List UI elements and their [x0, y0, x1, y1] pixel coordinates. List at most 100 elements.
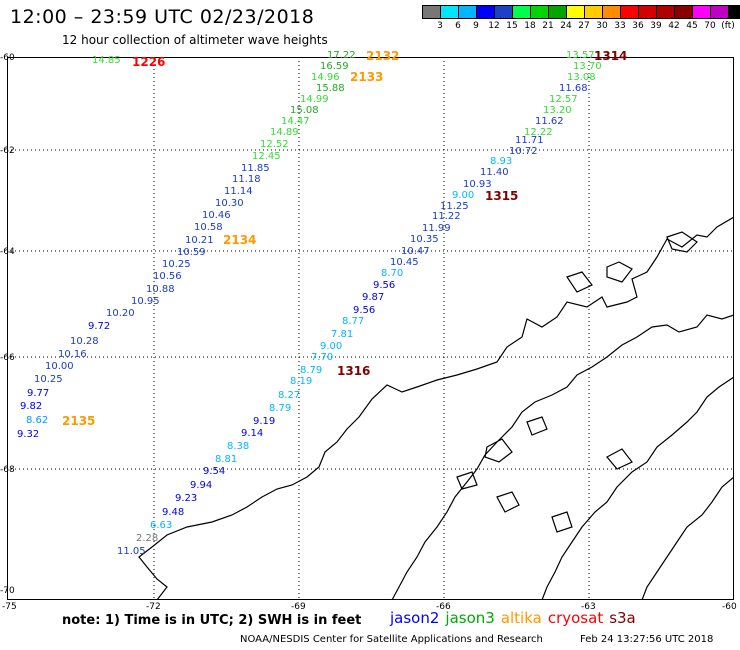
wave-height-value: 13.70 — [573, 61, 602, 72]
wave-height-value: 10.35 — [410, 234, 439, 245]
colorbar-cell — [710, 5, 729, 19]
wave-height-value: 8.81 — [215, 454, 238, 465]
colorbar-label: 15 — [506, 21, 518, 31]
legend-item-cryosat: cryosat — [547, 609, 604, 627]
legend-item-jason3: jason3 — [445, 609, 495, 627]
wave-height-value: 9.23 — [175, 493, 198, 504]
colorbar-label: 45 — [686, 21, 698, 31]
wave-height-value: 10.30 — [215, 198, 244, 209]
wave-height-value: 10.16 — [58, 349, 87, 360]
pass-time-label: 1226 — [132, 55, 166, 69]
colorbar-cell — [602, 5, 621, 19]
colorbar-label: 33 — [614, 21, 626, 31]
colorbar-label: 42 — [668, 21, 680, 31]
pass-time-label: 2134 — [223, 233, 257, 247]
wave-height-value: 10.45 — [390, 257, 419, 268]
wave-height-value: 10.72 — [509, 146, 538, 157]
latitude-label: -60 — [0, 53, 15, 63]
pass-time-label: 1314 — [594, 49, 628, 63]
wave-height-value: 11.18 — [232, 174, 261, 185]
wave-height-value: 10.46 — [202, 210, 231, 221]
wave-height-value: 9.54 — [203, 466, 226, 477]
wave-height-value: 15.08 — [290, 105, 319, 116]
colorbar-label: 39 — [650, 21, 662, 31]
wave-height-value: 10.28 — [70, 336, 99, 347]
pass-time-label: 2135 — [62, 414, 96, 428]
wave-height-value: 8.93 — [490, 156, 513, 167]
wave-height-value: 7.70 — [311, 352, 334, 363]
wave-height-value: 15.88 — [316, 83, 345, 94]
wave-height-value: 7.81 — [331, 329, 354, 340]
wave-height-value: 9.87 — [362, 292, 385, 303]
wave-height-value: 14.99 — [300, 94, 329, 105]
wave-height-value: 9.77 — [27, 388, 50, 399]
colorbar-cell — [638, 5, 657, 19]
wave-height-value: 10.56 — [153, 271, 182, 282]
satellite-legend: jason2 jason3 altika cryosat s3a — [390, 609, 642, 627]
wave-height-value: 11.99 — [422, 223, 451, 234]
colorbar-cell — [476, 5, 495, 19]
wave-height-colorbar — [422, 5, 740, 19]
pass-time-label: 2132 — [366, 49, 400, 63]
latitude-label: -66 — [0, 353, 15, 363]
legend-item-altika: altika — [500, 609, 542, 627]
wave-height-value: 2.28 — [136, 533, 159, 544]
colorbar-cell — [422, 5, 441, 19]
wave-height-value: 8.79 — [269, 403, 292, 414]
wave-height-value: 8.70 — [381, 268, 404, 279]
latitude-label: -64 — [0, 247, 15, 257]
colorbar-cell — [692, 5, 711, 19]
map-frame — [7, 57, 734, 600]
wave-height-value: 10.21 — [185, 235, 214, 246]
wave-height-value: 10.00 — [45, 361, 74, 372]
wave-height-value: 14.89 — [270, 127, 299, 138]
colorbar-label: 12 — [488, 21, 500, 31]
wave-height-value: 14.85 — [92, 55, 121, 66]
colorbar-cell — [458, 5, 477, 19]
wave-height-value: 9.14 — [241, 428, 264, 439]
wave-height-value: 8.19 — [290, 376, 313, 387]
wave-height-value: 11.62 — [535, 116, 564, 127]
wave-height-value: 12.52 — [260, 139, 289, 150]
longitude-label: -60 — [722, 602, 737, 612]
wave-height-value: 10.88 — [146, 284, 175, 295]
colorbar-label: 24 — [560, 21, 572, 31]
wave-height-value: 17.22 — [327, 50, 356, 61]
wave-height-value: 8.62 — [26, 415, 49, 426]
wave-height-value: 11.25 — [440, 201, 469, 212]
legend-item-s3a: s3a — [609, 609, 636, 627]
wave-height-value: 9.00 — [452, 190, 475, 201]
colorbar-label: 9 — [473, 21, 479, 31]
colorbar-label: 36 — [632, 21, 644, 31]
colorbar-cell — [728, 5, 740, 19]
coastline — [138, 216, 734, 600]
wave-height-value: 11.22 — [432, 211, 461, 222]
colorbar-cell — [620, 5, 639, 19]
wave-height-value: 9.94 — [190, 480, 213, 491]
colorbar-label: 21 — [542, 21, 554, 31]
colorbar-label: 18 — [524, 21, 536, 31]
wave-height-value: 11.40 — [480, 167, 509, 178]
pass-time-label: 1316 — [337, 364, 371, 378]
wave-height-value: 9.19 — [253, 416, 276, 427]
graticule — [7, 57, 734, 600]
colorbar-cell — [584, 5, 603, 19]
latitude-label: -70 — [0, 586, 15, 596]
wave-height-value: 12.57 — [549, 94, 578, 105]
wave-height-value: 8.77 — [342, 316, 365, 327]
wave-height-value: 6.63 — [150, 520, 173, 531]
wave-height-value: 11.68 — [559, 83, 588, 94]
wave-height-value: 8.38 — [227, 441, 250, 452]
wave-height-value: 10.59 — [177, 247, 206, 258]
wave-height-value: 10.93 — [463, 179, 492, 190]
map-subtitle: 12 hour collection of altimeter wave hei… — [62, 33, 328, 47]
wave-height-value: 14.47 — [281, 116, 310, 127]
wave-height-value: 13.20 — [543, 105, 572, 116]
legend-item-jason2: jason2 — [390, 609, 440, 627]
colorbar-cell — [548, 5, 567, 19]
wave-height-value: 8.79 — [300, 365, 323, 376]
wave-height-value: 9.82 — [20, 401, 43, 412]
pass-time-label: 1315 — [485, 189, 519, 203]
wave-height-value: 9.00 — [320, 341, 343, 352]
longitude-label: -69 — [291, 602, 306, 612]
